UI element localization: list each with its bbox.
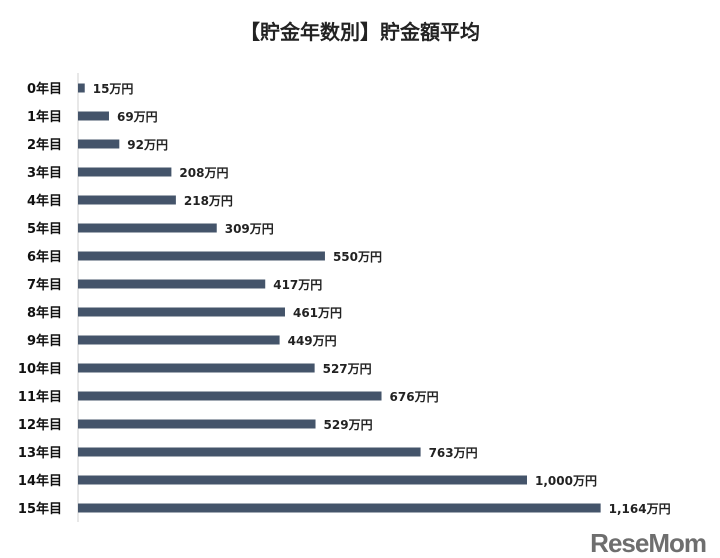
category-label: 15年目	[18, 501, 62, 517]
data-label: 529万円	[324, 418, 373, 432]
bar	[78, 195, 176, 205]
data-label: 1,164万円	[609, 502, 671, 516]
data-label: 550万円	[333, 250, 382, 264]
category-label: 7年目	[27, 277, 62, 293]
bar	[78, 223, 217, 233]
bar	[78, 139, 120, 149]
bar	[78, 391, 382, 401]
data-label: 676万円	[390, 390, 439, 404]
category-label: 14年目	[18, 473, 62, 489]
watermark-logo: ReseMom	[590, 528, 707, 558]
category-label: 13年目	[18, 445, 62, 461]
bar	[78, 251, 325, 261]
category-label: 6年目	[27, 249, 62, 265]
data-label: 449万円	[288, 334, 337, 348]
bar	[78, 279, 266, 289]
data-label: 69万円	[117, 110, 158, 124]
category-label: 9年目	[27, 333, 62, 349]
bar	[78, 335, 280, 345]
category-label: 5年目	[27, 221, 62, 237]
category-label: 0年目	[27, 81, 62, 97]
bar	[78, 363, 315, 373]
data-label: 218万円	[184, 194, 233, 208]
category-label: 8年目	[27, 305, 62, 321]
category-label: 2年目	[27, 137, 62, 153]
data-label: 92万円	[127, 138, 168, 152]
bar	[78, 475, 527, 485]
data-label: 309万円	[225, 222, 274, 236]
category-label: 11年目	[18, 389, 62, 405]
category-label: 1年目	[27, 109, 62, 125]
data-label: 417万円	[273, 278, 322, 292]
data-label: 527万円	[323, 362, 372, 376]
bar	[78, 447, 421, 457]
category-label: 4年目	[27, 193, 62, 209]
category-label: 3年目	[27, 165, 62, 181]
data-label: 461万円	[293, 306, 342, 320]
category-label: 12年目	[18, 417, 62, 433]
data-label: 1,000万円	[535, 474, 597, 488]
bar	[78, 83, 85, 93]
bar	[78, 307, 285, 317]
data-label: 763万円	[429, 446, 478, 460]
bar	[78, 167, 172, 177]
data-label: 15万円	[93, 82, 134, 96]
chart-title: 【貯金年数別】貯金額平均	[240, 20, 480, 44]
category-label: 10年目	[18, 361, 62, 377]
data-label: 208万円	[179, 166, 228, 180]
bar	[78, 111, 109, 121]
bar	[78, 503, 601, 513]
bar	[78, 419, 316, 429]
